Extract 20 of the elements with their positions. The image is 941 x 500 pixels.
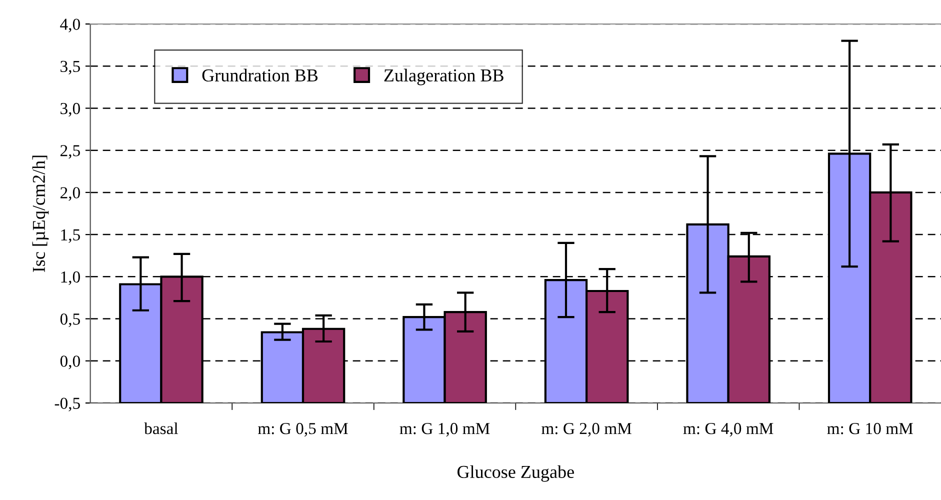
y-tick-label: 4,0 [60,18,80,32]
y-tick-label: 0,0 [60,356,80,370]
y-axis-title: Isc [µEq/cm2/h] [32,156,49,272]
y-tick-label: 2,5 [60,145,80,159]
y-tick-label: 2,0 [60,187,80,201]
y-tick-label: 1,5 [61,229,80,243]
x-tick-label: m: G 4,0 mM [683,422,774,437]
legend-label: Grundration BB [202,68,318,82]
x-axis-title: Glucose Zugabe [458,465,574,482]
x-tick-label: m: G 1,0 mM [400,422,490,437]
y-tick-label: 3,0 [60,102,80,117]
legend-label: Zulageration BB [384,68,504,86]
y-tick-label: 0,5 [60,313,80,328]
x-tick-label: m: G 0,5 mM [258,422,348,437]
x-tick-label: m: G 2,0 mM [542,422,632,437]
x-tick-label: m: G 10 mM [827,422,913,434]
y-tick-label: 1,0 [61,271,80,286]
y-tick-label: -0,5 [54,398,80,412]
x-tick-label: basal [144,422,178,434]
y-tick-label: 3,5 [60,60,80,74]
